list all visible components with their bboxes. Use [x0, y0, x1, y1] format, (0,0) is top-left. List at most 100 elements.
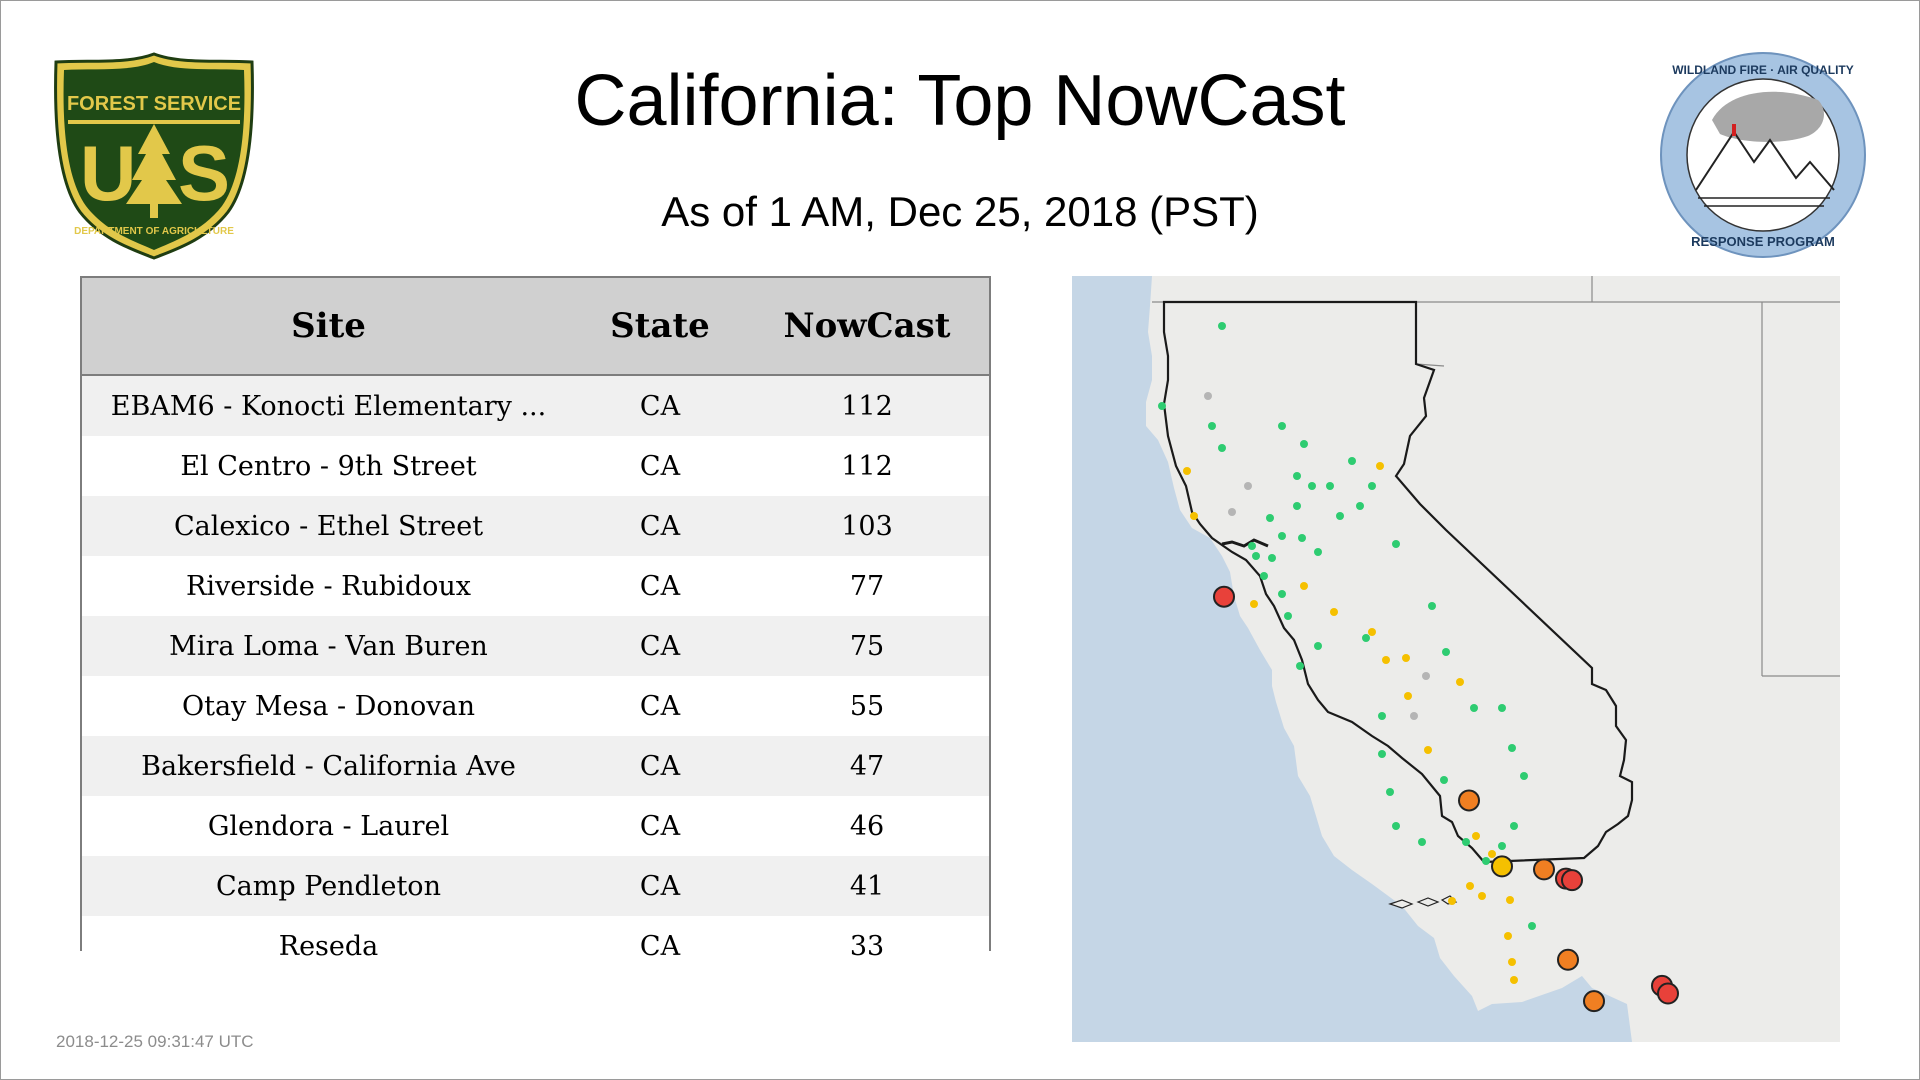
- channel-islands: [1388, 895, 1458, 909]
- site-marker: [1448, 897, 1456, 905]
- nowcast-cell: 55: [745, 676, 989, 736]
- nowcast-cell: 75: [745, 616, 989, 676]
- table-row: Reseda CA 33: [82, 916, 989, 976]
- table-row: Bakersfield - California Ave CA 47: [82, 736, 989, 796]
- site-cell: Reseda: [82, 916, 575, 976]
- svg-text:WILDLAND FIRE · AIR QUALITY: WILDLAND FIRE · AIR QUALITY: [1672, 63, 1854, 77]
- site-marker: [1392, 540, 1400, 548]
- site-marker: [1478, 892, 1486, 900]
- site-marker: [1326, 482, 1334, 490]
- state-cell: CA: [575, 616, 745, 676]
- site-marker: [1244, 482, 1252, 490]
- site-marker: [1378, 750, 1386, 758]
- site-marker: [1284, 612, 1292, 620]
- site-marker-large: [1213, 585, 1235, 608]
- wildland-fire-air-quality-logo: WILDLAND FIRE · AIR QUALITY RESPONSE PRO…: [1660, 52, 1866, 258]
- page-title: California: Top NowCast: [574, 61, 1346, 141]
- nowcast-cell: 33: [745, 916, 989, 976]
- site-marker: [1488, 850, 1496, 858]
- svg-text:S: S: [178, 129, 230, 217]
- site-marker: [1278, 532, 1286, 540]
- site-marker: [1298, 534, 1306, 542]
- site-marker: [1462, 838, 1470, 846]
- site-marker: [1470, 704, 1478, 712]
- california-border: [1162, 300, 1634, 864]
- site-marker: [1278, 590, 1286, 598]
- nowcast-cell: 41: [745, 856, 989, 916]
- site-marker: [1392, 822, 1400, 830]
- site-marker: [1422, 672, 1430, 680]
- site-marker: [1508, 958, 1516, 966]
- site-marker: [1404, 692, 1412, 700]
- site-marker: [1228, 508, 1236, 516]
- bay-detail: [1221, 538, 1269, 548]
- state-cell: CA: [575, 556, 745, 616]
- site-marker-large: [1491, 855, 1513, 878]
- site-cell: Calexico - Ethel Street: [82, 496, 575, 556]
- table-header-row: Site State NowCast: [82, 278, 989, 376]
- site-marker: [1386, 788, 1394, 796]
- table-row: EBAM6 - Konocti Elementary ... CA 112: [82, 375, 989, 436]
- table-row: Riverside - Rubidoux CA 77: [82, 556, 989, 616]
- site-marker: [1472, 832, 1480, 840]
- site-marker: [1424, 746, 1432, 754]
- land-area: [1146, 276, 1840, 1042]
- site-marker: [1260, 572, 1268, 580]
- site-marker: [1440, 776, 1448, 784]
- site-marker: [1300, 582, 1308, 590]
- site-marker: [1498, 704, 1506, 712]
- site-marker: [1498, 842, 1506, 850]
- site-marker: [1348, 457, 1356, 465]
- site-marker: [1362, 634, 1370, 642]
- site-marker: [1382, 656, 1390, 664]
- site-marker: [1250, 600, 1258, 608]
- site-marker: [1510, 822, 1518, 830]
- site-cell: El Centro - 9th Street: [82, 436, 575, 496]
- table-row: Glendora - Laurel CA 46: [82, 796, 989, 856]
- header-site: Site: [82, 278, 575, 376]
- california-aqi-map: [1072, 276, 1840, 1042]
- site-marker: [1418, 838, 1426, 846]
- nowcast-cell: 112: [745, 375, 989, 436]
- site-marker: [1293, 502, 1301, 510]
- site-marker: [1528, 922, 1536, 930]
- state-cell: CA: [575, 676, 745, 736]
- site-marker: [1308, 482, 1316, 490]
- site-marker-large: [1561, 869, 1583, 892]
- header-nowcast: NowCast: [745, 278, 989, 376]
- site-cell: Otay Mesa - Donovan: [82, 676, 575, 736]
- site-marker: [1456, 678, 1464, 686]
- svg-text:FOREST SERVICE: FOREST SERVICE: [67, 93, 241, 115]
- site-marker: [1336, 512, 1344, 520]
- site-marker: [1368, 482, 1376, 490]
- nowcast-cell: 77: [745, 556, 989, 616]
- site-marker: [1268, 554, 1276, 562]
- nowcast-cell: 47: [745, 736, 989, 796]
- site-marker: [1278, 422, 1286, 430]
- state-cell: CA: [575, 916, 745, 976]
- site-cell: Glendora - Laurel: [82, 796, 575, 856]
- table-row: El Centro - 9th Street CA 112: [82, 436, 989, 496]
- site-cell: EBAM6 - Konocti Elementary ...: [82, 375, 575, 436]
- site-marker: [1183, 467, 1191, 475]
- site-marker: [1208, 422, 1216, 430]
- site-marker: [1376, 462, 1384, 470]
- table-row: Otay Mesa - Donovan CA 55: [82, 676, 989, 736]
- site-cell: Riverside - Rubidoux: [82, 556, 575, 616]
- nowcast-cell: 103: [745, 496, 989, 556]
- site-marker: [1204, 392, 1212, 400]
- site-cell: Camp Pendleton: [82, 856, 575, 916]
- page-subtitle: As of 1 AM, Dec 25, 2018 (PST): [661, 188, 1259, 235]
- svg-text:RESPONSE PROGRAM: RESPONSE PROGRAM: [1691, 234, 1835, 249]
- generated-timestamp: 2018-12-25 09:31:47 UTC: [56, 1032, 254, 1051]
- site-marker: [1293, 472, 1301, 480]
- site-marker: [1442, 648, 1450, 656]
- usfs-shield-logo: FOREST SERVICE U S DEPARTMENT OF AGRICUL…: [54, 52, 254, 260]
- site-marker: [1504, 932, 1512, 940]
- site-marker: [1520, 772, 1528, 780]
- site-marker: [1314, 548, 1322, 556]
- nowcast-table: Site State NowCast EBAM6 - Konocti Eleme…: [80, 276, 991, 976]
- monitoring-sites: [1158, 322, 1679, 1013]
- table-row: Camp Pendleton CA 41: [82, 856, 989, 916]
- site-marker: [1248, 542, 1256, 550]
